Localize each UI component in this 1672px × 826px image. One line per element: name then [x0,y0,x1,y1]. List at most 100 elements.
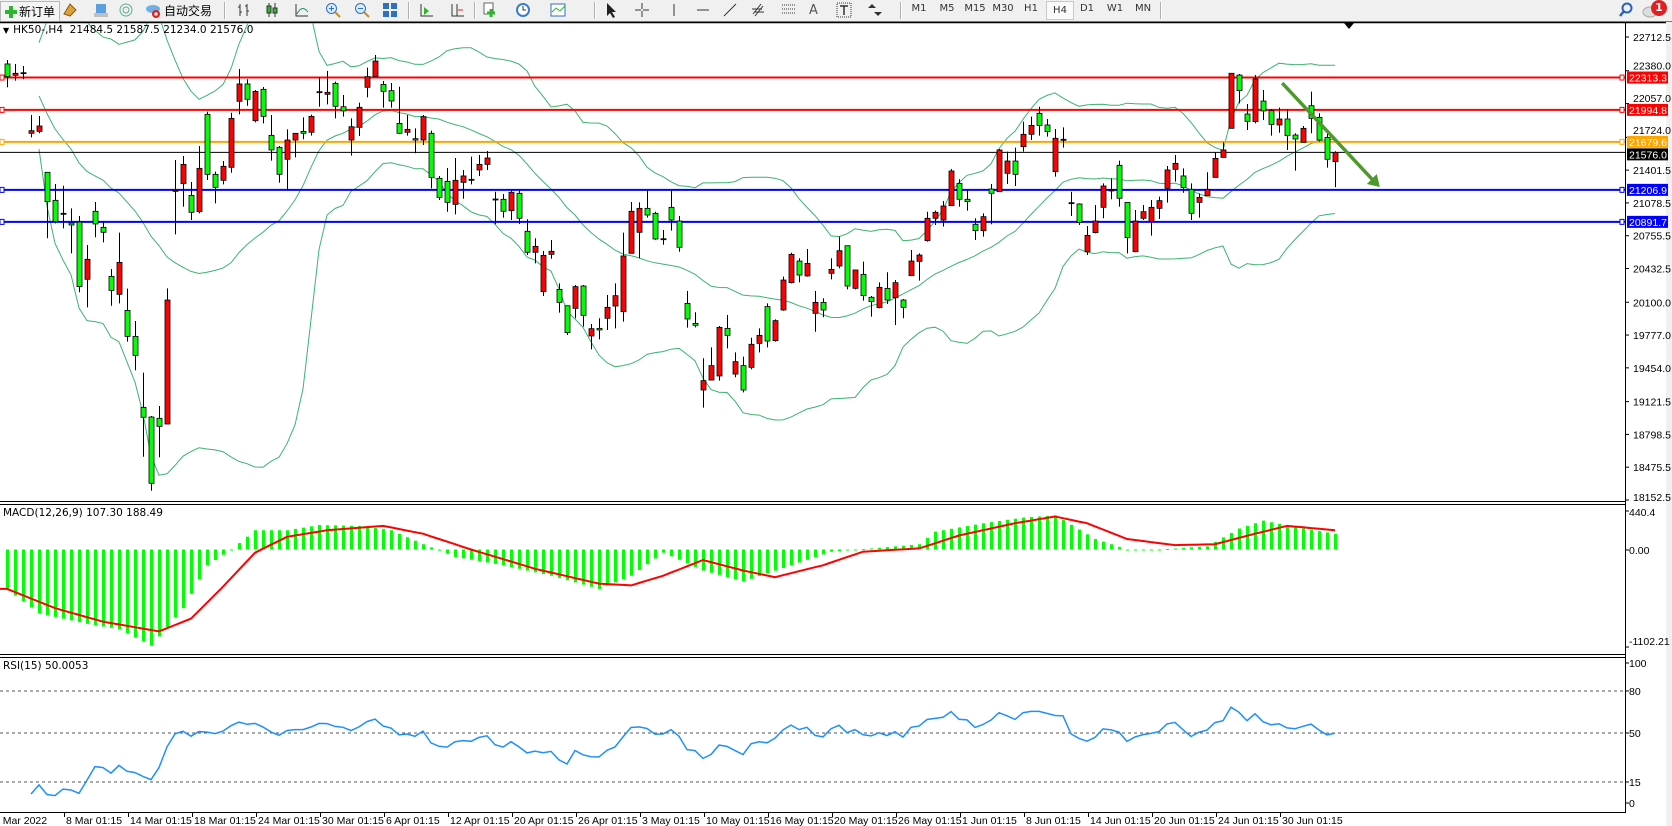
timeframe-m5[interactable]: M5 [939,3,955,14]
macd-histogram-bar [262,530,265,550]
notification-badge[interactable]: 1 [1651,0,1667,16]
chart-shift-icon[interactable] [449,2,465,18]
level-handle-right[interactable] [1619,74,1625,81]
candle-body [996,149,1003,193]
timeframe-mn[interactable]: MN [1134,3,1152,14]
cursor-icon[interactable] [603,2,619,18]
macd-histogram-bar [646,549,649,565]
candle [884,272,891,304]
timeframe-m30[interactable]: M30 [992,3,1014,14]
candle [12,63,19,81]
candle-body [492,198,499,201]
level-handle-left[interactable] [0,186,5,193]
macd-histogram-bar [310,526,313,550]
macd-histogram-bar [870,548,873,550]
level-handle-right[interactable] [1619,218,1625,225]
templates-icon[interactable] [550,2,566,18]
candle [972,218,979,241]
level-handle-right[interactable] [1619,138,1625,145]
candle [1036,106,1043,136]
auto-trading-button[interactable]: 自动交易 [145,1,212,20]
macd-histogram-bar [886,547,889,550]
candle-body [452,179,459,205]
search-icon[interactable] [1618,2,1634,18]
timeframe-h4[interactable]: H4 [1046,1,1074,20]
candle-body [340,106,347,112]
auto-scroll-icon[interactable] [418,2,434,18]
meta-editor-icon[interactable] [62,2,78,18]
terminal-icon[interactable] [93,2,109,18]
date-tick-label: 20 Apr 01:15 [514,815,574,826]
macd-histogram-bar [518,549,521,569]
level-handle-right[interactable] [1619,186,1625,193]
candle [468,156,475,185]
toolbar: 新订单 自动交易 A M1 M5 M15 M30 H1 H4 D1 W1 MN 1 [0,0,1672,22]
zoom-in-icon[interactable] [325,2,341,18]
candle [684,290,691,328]
candle [660,229,667,245]
level-handle-left[interactable] [0,218,5,225]
vertical-line-icon[interactable] [666,2,682,18]
candle [236,69,243,115]
text-icon[interactable]: A [809,3,818,18]
indicators-icon[interactable] [482,2,498,18]
signals-icon[interactable] [118,2,134,18]
horizontal-line-icon[interactable] [695,2,711,18]
candle-body [116,261,123,295]
candle [788,252,795,284]
macd-histogram-bar [438,549,441,551]
timeframe-w1[interactable]: W1 [1106,3,1124,14]
fibo-expansion-icon[interactable] [751,2,767,18]
text-label-icon[interactable] [836,2,852,18]
candle [1188,183,1195,221]
crosshair-icon[interactable] [634,2,650,18]
candle-body [4,63,11,78]
candle [60,185,67,229]
macd-histogram-bar [254,530,257,550]
new-order-button[interactable]: 新订单 [0,1,61,22]
candlestick-icon[interactable] [264,2,280,18]
candle-body [1228,72,1235,129]
candle-body [1284,118,1291,137]
fibo-lines-icon[interactable] [781,2,797,18]
bollinger-upper-band [38,23,1335,242]
macd-histogram-bar [710,549,713,573]
timeframe-d1[interactable]: D1 [1079,3,1095,14]
candle-body [484,157,491,165]
bar-chart-icon[interactable] [236,2,252,18]
candle [804,248,811,277]
timeframe-m15[interactable]: M15 [964,3,986,14]
level-handle-left[interactable] [0,74,5,81]
candle-body [796,260,803,276]
macd-tick-label: 440.4 [1629,507,1655,519]
candle-body [204,113,211,175]
trend-arrow-line[interactable] [1280,81,1376,183]
candle-body [628,210,635,254]
candle [764,303,771,348]
macd-histogram-bar [198,549,201,580]
candle [1076,203,1083,225]
collapse-triangle-icon[interactable]: ▼ [3,26,10,35]
macd-histogram-bar [1222,537,1225,550]
trendline-icon[interactable] [722,2,738,18]
line-chart-icon[interactable] [294,2,310,18]
arrows-icon[interactable] [866,2,882,18]
periods-clock-icon[interactable] [515,2,531,18]
level-handle-left[interactable] [0,138,5,145]
tile-windows-icon[interactable] [382,2,398,18]
candle [636,202,643,259]
timeframe-m1[interactable]: M1 [911,3,927,14]
candle [1116,160,1123,207]
zoom-out-icon[interactable] [354,2,370,18]
candle-body [260,88,267,117]
level-handle-right[interactable] [1619,106,1625,113]
macd-histogram-bar [742,549,745,582]
candle [644,189,651,218]
timeframe-h1[interactable]: H1 [1024,3,1038,14]
candle-body [1212,157,1219,178]
chart-shift-marker-icon[interactable] [1344,23,1354,29]
macd-histogram-bar [526,549,529,571]
trend-arrow-head-icon[interactable] [1366,174,1380,188]
level-handle-left[interactable] [0,106,5,113]
